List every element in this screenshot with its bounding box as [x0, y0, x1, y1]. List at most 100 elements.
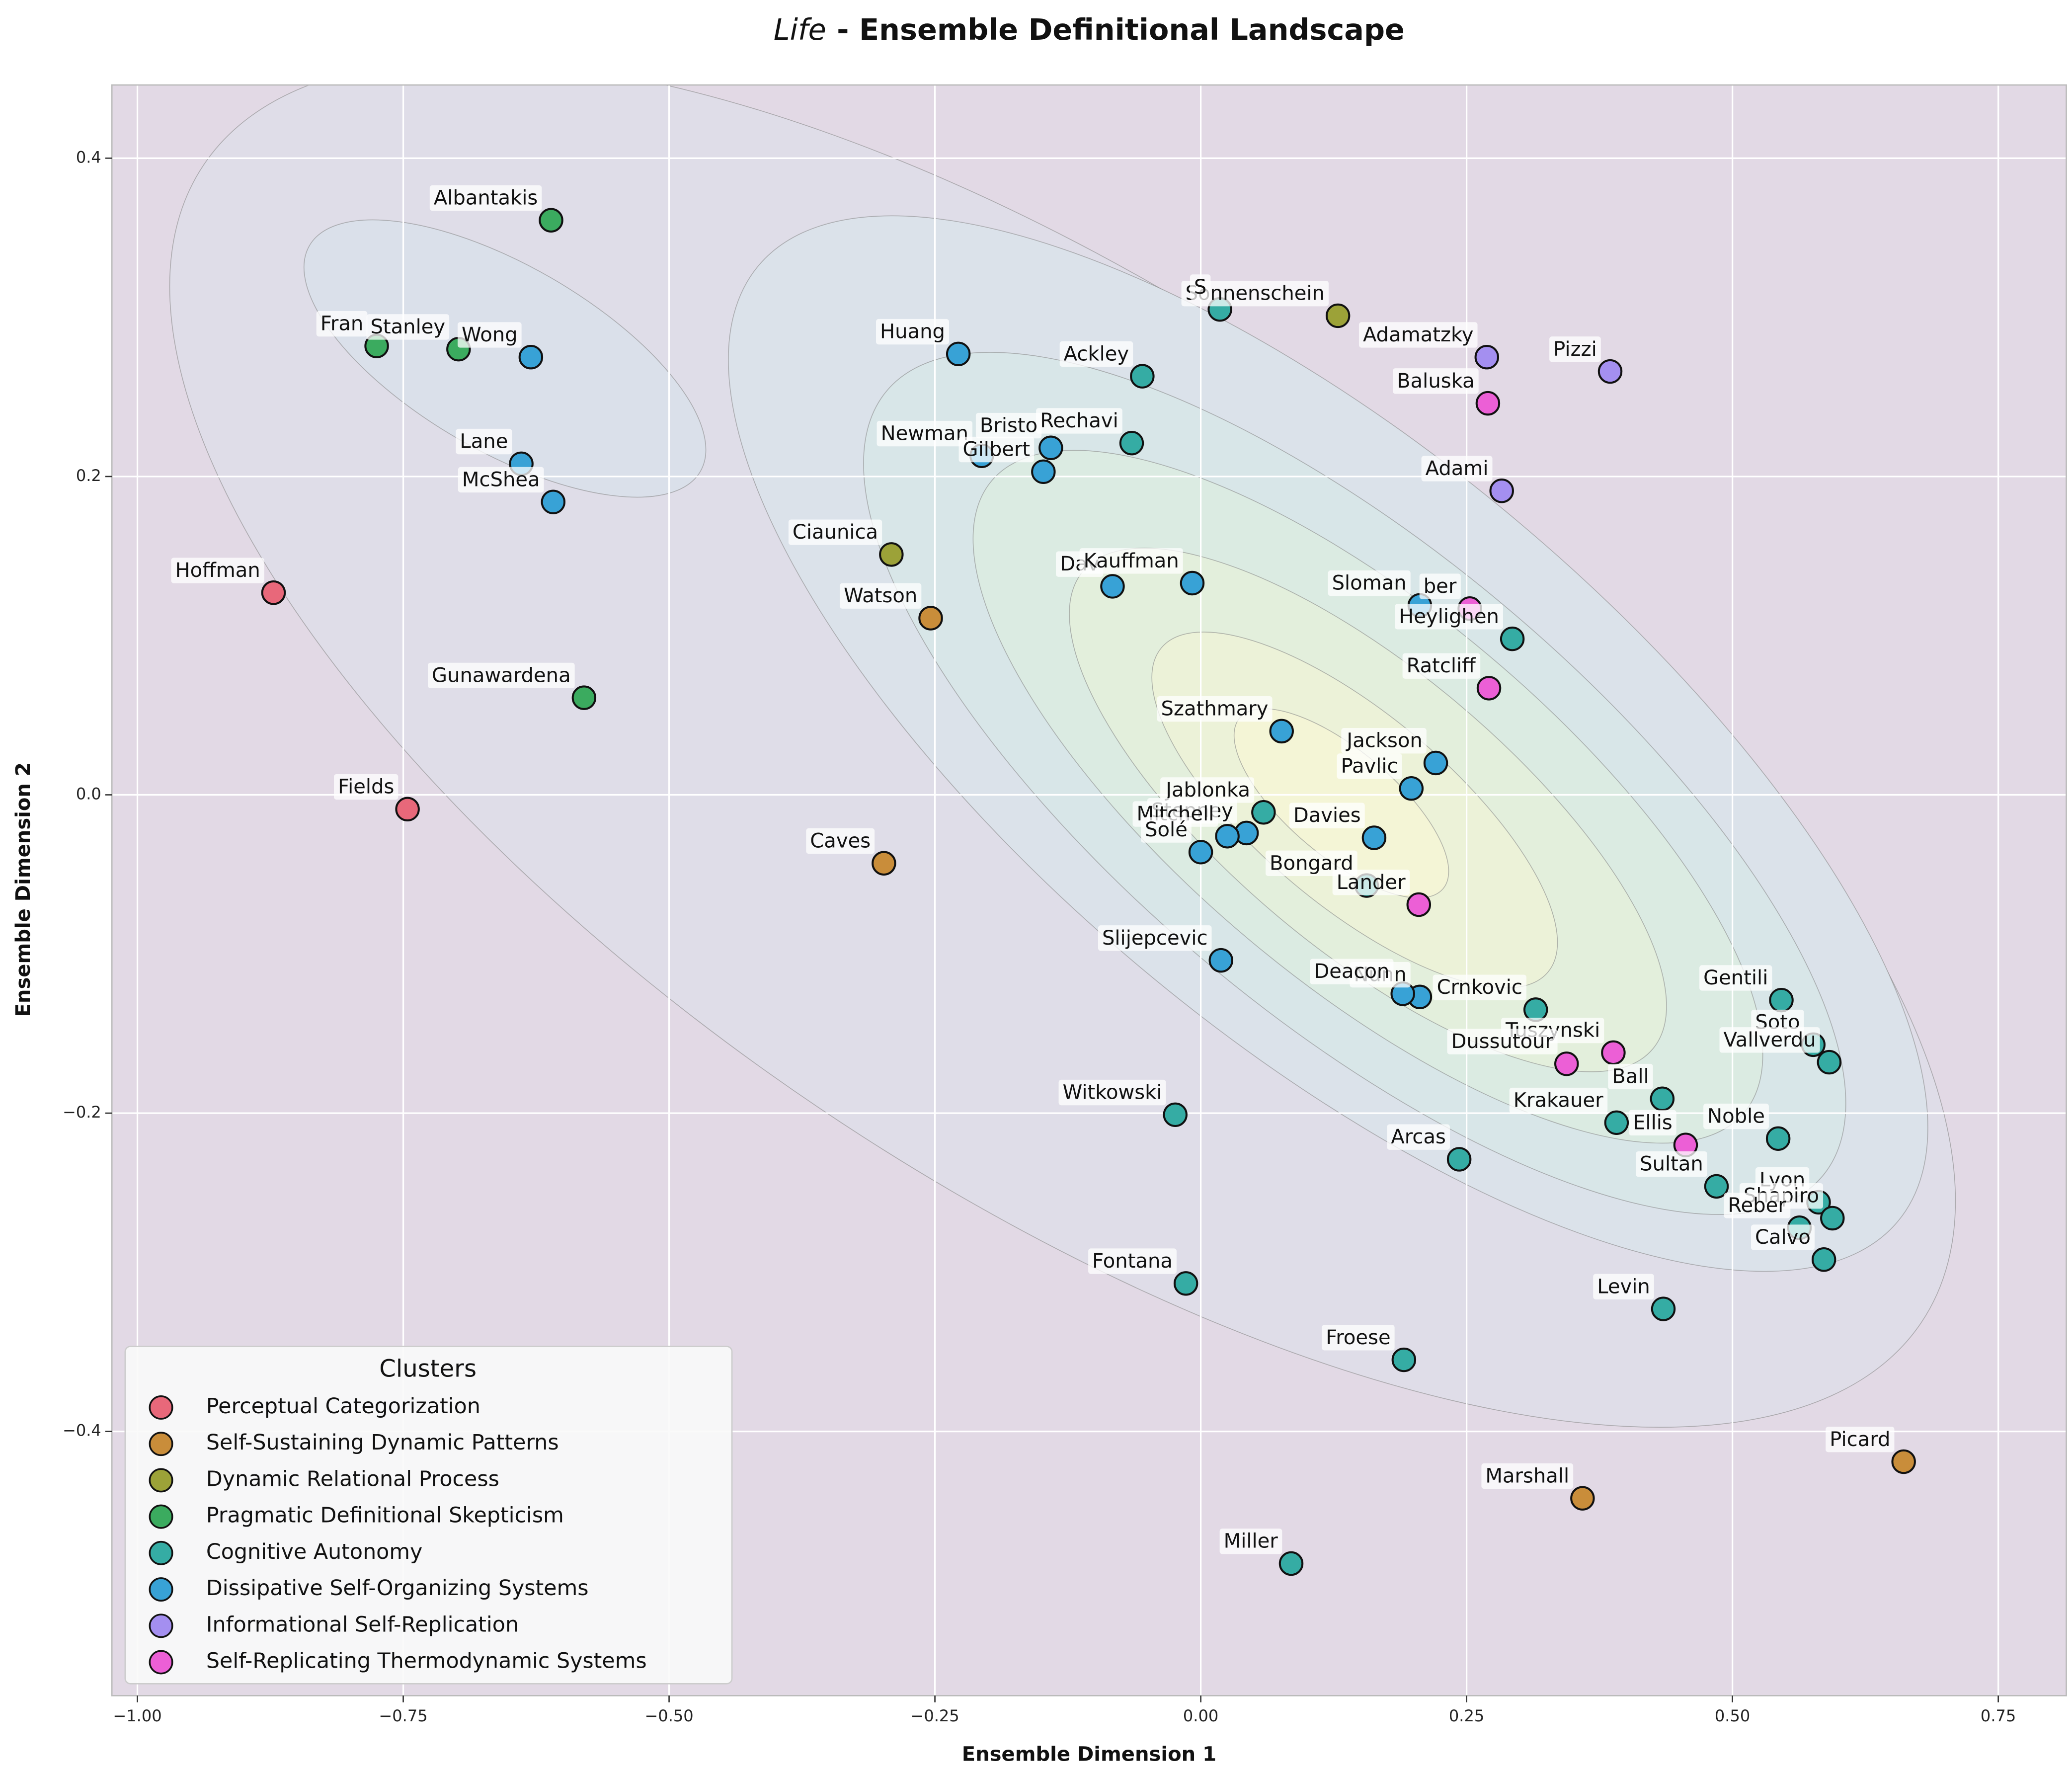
point-label-group: Gunawardena: [428, 662, 575, 689]
point-label-background: [1310, 959, 1394, 984]
scatter-point: [1817, 1049, 1842, 1075]
x-tick-label: 0.00: [1183, 1706, 1218, 1725]
point-label-background: [1421, 456, 1493, 482]
scatter-point: [261, 580, 286, 605]
point-label: Slijepcevic: [1102, 927, 1208, 950]
point-label: Sloman: [1332, 572, 1407, 595]
point-label-group: Fontana: [1088, 1248, 1177, 1274]
point-label-group: Stanley: [366, 314, 450, 340]
point-label: Davies: [1293, 804, 1361, 827]
point-label: Deacon: [1314, 960, 1389, 983]
legend-label: Pragmatic Definitional Skepticism: [206, 1503, 564, 1528]
point-label: Picard: [1830, 1428, 1890, 1451]
point-label-group: Slijepcevic: [1098, 925, 1212, 951]
point-label-group: Fran: [316, 311, 368, 337]
scatter-point: [1523, 997, 1548, 1022]
scatter-point: [1208, 948, 1233, 973]
legend-box: [124, 1346, 733, 1685]
scatter-point: [1475, 391, 1501, 416]
point-label-background: [1751, 1224, 1815, 1250]
y-tick-label: 0.4: [76, 148, 101, 166]
legend-label: Cognitive Autonomy: [206, 1539, 422, 1564]
point-label-group: Deacon: [1310, 959, 1394, 984]
point-label-group: Witkowski: [1058, 1079, 1166, 1106]
point-label-group: Wong: [457, 322, 522, 348]
scatter-point: [1163, 1102, 1188, 1128]
legend-marker: [149, 1504, 173, 1529]
scatter-point: [1650, 1086, 1675, 1111]
x-tick-label: −1.00: [113, 1706, 161, 1725]
point-label-group: Ciaunica: [788, 519, 882, 545]
scatter-point: [518, 344, 544, 370]
scatter-point: [1474, 344, 1499, 370]
scatter-point: [1278, 1551, 1304, 1576]
point-label-group: Krakauer: [1509, 1087, 1608, 1114]
point-label-group: Miller: [1219, 1529, 1282, 1554]
point-label-background: [877, 420, 973, 447]
point-label-group: Hoffman: [171, 558, 264, 583]
point-label-group: Adami: [1421, 456, 1493, 482]
point-label-background: [1079, 548, 1183, 574]
scatter-point: [1391, 1347, 1417, 1372]
point-label: ber: [1424, 575, 1457, 598]
point-label: Miller: [1224, 1530, 1278, 1553]
legend-label: Perceptual Categorization: [206, 1394, 480, 1419]
chart-title: Life - Ensemble Definitional Landscape: [774, 12, 1405, 47]
point-label: Pavlic: [1341, 755, 1398, 778]
point-label-background: [1481, 1463, 1574, 1489]
legend-label: Informational Self-Replication: [206, 1612, 519, 1637]
scatter-point: [1399, 776, 1424, 801]
point-label: Gentili: [1703, 967, 1768, 989]
legend-marker: [149, 1613, 173, 1638]
point-label: Jackson: [1345, 729, 1422, 752]
point-label-group: Bristo: [975, 412, 1042, 439]
point-label-group: Marshall: [1481, 1463, 1574, 1489]
point-label-background: [1395, 604, 1503, 630]
point-label-group: Sultan: [1636, 1151, 1707, 1177]
y-tick-label: 0.0: [76, 785, 101, 804]
legend-marker: [149, 1577, 173, 1602]
point-label-group: Szathmary: [1157, 696, 1273, 722]
point-label-background: [1433, 974, 1527, 1000]
point-label: Fields: [338, 776, 394, 799]
point-label-group: Rechavi: [1036, 408, 1122, 434]
point-label: Lane: [460, 430, 508, 453]
scatter-point: [1570, 1486, 1595, 1511]
point-label: Rechavi: [1040, 409, 1118, 432]
scatter-point: [541, 489, 566, 514]
point-label-background: [1160, 777, 1255, 803]
scatter-point: [1704, 1174, 1729, 1199]
point-label-group: Davies: [1289, 803, 1365, 828]
point-label-background: [1088, 1248, 1177, 1274]
scatter-point: [1601, 1040, 1626, 1065]
point-label: Levin: [1597, 1275, 1650, 1298]
legend-label: Dissipative Self-Organizing Systems: [206, 1576, 589, 1601]
point-label-group: Dussutour: [1447, 1029, 1558, 1054]
scatter-point: [395, 797, 420, 822]
point-label-background: [1703, 1103, 1769, 1129]
point-label-group: Jackson: [1341, 728, 1427, 754]
point-label-group: McShea: [458, 467, 544, 493]
scatter-point: [1180, 570, 1205, 596]
point-label-background: [806, 828, 875, 854]
point-label-group: Lane: [456, 428, 512, 455]
point-label-background: [876, 319, 949, 345]
point-label: Ball: [1612, 1065, 1649, 1088]
scatter-point: [918, 606, 943, 631]
point-label-group: Pavlic: [1337, 753, 1402, 779]
legend-marker: [149, 1540, 173, 1565]
scatter-point: [1038, 435, 1063, 460]
x-tick-label: 0.50: [1715, 1706, 1750, 1725]
legend-label: Self-Replicating Thermodynamic Systems: [206, 1649, 647, 1674]
point-label-background: [1036, 408, 1122, 434]
point-label-background: [1509, 1087, 1608, 1114]
point-label: Hoffman: [175, 559, 260, 582]
point-label: Gilbert: [963, 438, 1031, 461]
point-label-background: [1549, 336, 1601, 362]
scatter-point: [1031, 459, 1056, 484]
scatter-point: [1269, 719, 1294, 744]
scatter-point: [571, 685, 597, 710]
point-label-group: Gilbert: [958, 436, 1035, 463]
point-label-background: [1141, 817, 1192, 843]
